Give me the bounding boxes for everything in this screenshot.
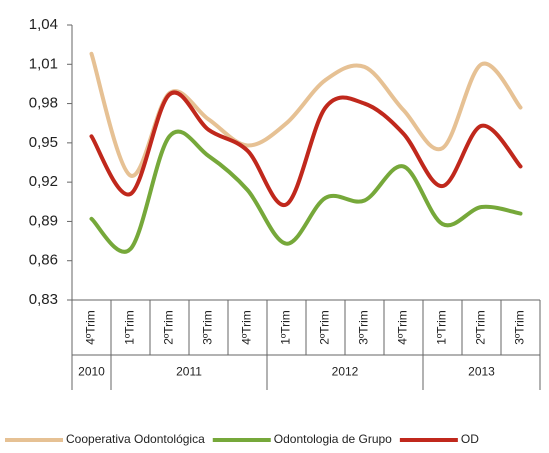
- legend-label: Cooperativa Odontológica: [66, 432, 205, 446]
- y-tick-label: 0,83: [29, 291, 58, 308]
- legend-label: OD: [461, 432, 479, 446]
- x-tick-label: 3ºTrim: [513, 310, 527, 345]
- series-line: [89, 129, 523, 254]
- y-tick-label: 0,95: [29, 134, 58, 151]
- y-tick-label: 0,89: [29, 212, 58, 229]
- y-tick-label: 0,98: [29, 95, 58, 112]
- x-tick-label: 4ºTrim: [240, 310, 254, 345]
- year-label: 2012: [332, 365, 359, 379]
- y-tick-label: 1,04: [29, 16, 58, 33]
- year-label: 2010: [78, 365, 105, 379]
- y-tick-label: 1,01: [29, 55, 58, 72]
- x-tick-label: 4ºTrim: [396, 310, 410, 345]
- x-tick-label: 3ºTrim: [357, 310, 371, 345]
- x-tick-label: 2ºTrim: [162, 310, 176, 345]
- x-tick-label: 1ºTrim: [435, 310, 449, 345]
- legend-label: Odontologia de Grupo: [274, 432, 392, 446]
- x-tick-label: 2ºTrim: [318, 310, 332, 345]
- y-tick-label: 0,86: [29, 252, 58, 269]
- y-tick-label: 0,92: [29, 173, 58, 190]
- year-label: 2011: [176, 365, 202, 379]
- series-line: [89, 90, 523, 207]
- x-tick-label: 4ºTrim: [84, 310, 98, 345]
- year-label: 2013: [468, 365, 495, 379]
- x-tick-label: 3ºTrim: [201, 310, 215, 345]
- x-tick-label: 2ºTrim: [474, 310, 488, 345]
- x-tick-label: 1ºTrim: [123, 310, 137, 345]
- x-tick-label: 1ºTrim: [279, 310, 293, 345]
